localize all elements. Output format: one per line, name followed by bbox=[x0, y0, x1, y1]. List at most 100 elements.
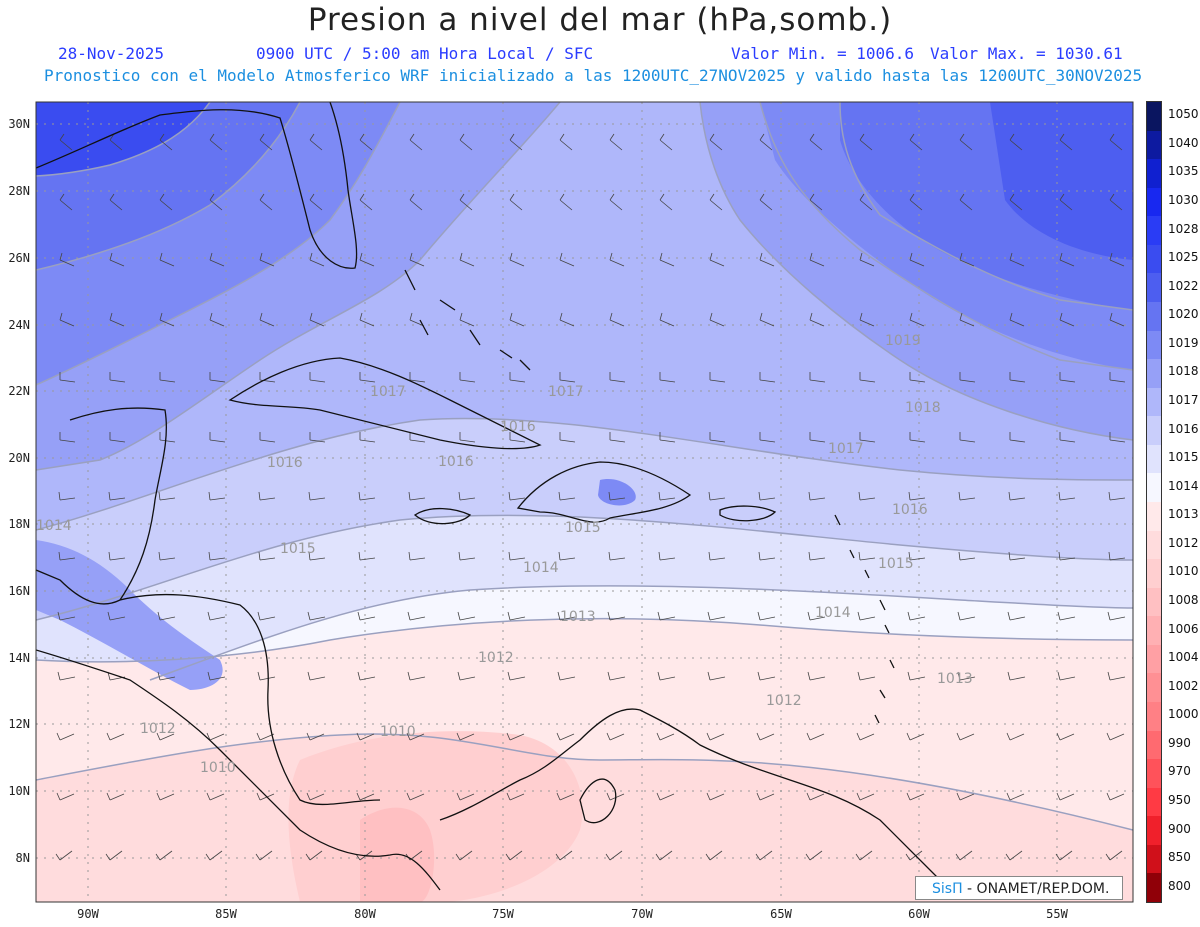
contour-labels: 1019 1018 1017 1017 1017 1016 1016 1016 … bbox=[36, 333, 973, 776]
color-bar-segment bbox=[1147, 302, 1161, 332]
color-bar-segment bbox=[1147, 787, 1161, 817]
contour-label: 1016 bbox=[892, 502, 928, 518]
graticule bbox=[36, 102, 1133, 902]
map-title: Presion a nivel del mar (hPa,somb.) bbox=[307, 2, 893, 38]
wind-barbs bbox=[55, 133, 1126, 861]
contour-label: 1019 bbox=[885, 333, 921, 349]
lon-label: 80W bbox=[354, 907, 376, 921]
color-bar-label: 800 bbox=[1168, 878, 1191, 893]
contour-label: 1013 bbox=[937, 671, 973, 687]
color-bar-segment bbox=[1147, 187, 1161, 217]
lon-label: 75W bbox=[492, 907, 514, 921]
coast-jamaica bbox=[413, 507, 472, 525]
color-bar-segment bbox=[1147, 702, 1161, 732]
color-bar-segment bbox=[1147, 730, 1161, 760]
color-bar-segment bbox=[1147, 444, 1161, 474]
lat-label: 10N bbox=[8, 784, 30, 798]
sispi-logo: SisΠ bbox=[932, 881, 963, 897]
coast-maracaibo bbox=[579, 778, 617, 824]
color-bar-segment bbox=[1147, 330, 1161, 360]
lat-label: 22N bbox=[8, 384, 30, 398]
color-bar-label: 1030 bbox=[1168, 193, 1199, 207]
color-bar-segment bbox=[1147, 816, 1161, 846]
contour-label: 1015 bbox=[565, 520, 601, 536]
lon-label: 85W bbox=[215, 907, 237, 921]
contour-label: 1013 bbox=[560, 609, 596, 625]
lat-label: 12N bbox=[8, 717, 30, 731]
color-bar-label: 970 bbox=[1168, 764, 1191, 779]
lat-label: 8N bbox=[16, 851, 30, 865]
min-value-label: Valor Min. = 1006.6 bbox=[731, 44, 915, 63]
color-bar-segment bbox=[1147, 159, 1161, 189]
color-bar-label: 1040 bbox=[1168, 135, 1199, 150]
lat-label: 28N bbox=[8, 184, 30, 198]
credit-box: SisΠ - ONAMET/REP.DOM. bbox=[915, 876, 1123, 900]
color-bar-label: 1008 bbox=[1168, 593, 1199, 607]
pressure-shading bbox=[36, 102, 1133, 902]
color-bar-label: 1004 bbox=[1168, 650, 1199, 665]
coast-cuba bbox=[228, 357, 542, 450]
color-bar-segment bbox=[1147, 616, 1161, 646]
color-bar-segment bbox=[1147, 502, 1161, 532]
contour-label: 1016 bbox=[438, 454, 474, 470]
color-bar-segment bbox=[1147, 759, 1161, 789]
color-bar-segment bbox=[1147, 473, 1161, 503]
lon-label: 70W bbox=[631, 907, 653, 921]
model-info-line: Pronostico con el Modelo Atmosferico WRF… bbox=[44, 66, 1143, 85]
color-bar-label: 950 bbox=[1168, 793, 1191, 807]
color-bar-label: 1013 bbox=[1168, 507, 1199, 522]
color-bar-label: 1015 bbox=[1168, 450, 1199, 465]
color-bar-label: 1050 bbox=[1168, 107, 1199, 122]
lat-label: 30N bbox=[8, 117, 30, 131]
color-bar-segment bbox=[1147, 644, 1161, 674]
color-bar-label: 900 bbox=[1168, 821, 1191, 836]
contour-label: 1012 bbox=[766, 693, 802, 709]
color-bar-label: 1028 bbox=[1168, 221, 1199, 236]
contour-label: 1014 bbox=[36, 518, 72, 534]
lat-label: 16N bbox=[8, 584, 30, 598]
color-bar-label: 1018 bbox=[1168, 364, 1199, 379]
color-bar-segment bbox=[1147, 873, 1161, 903]
isobars bbox=[36, 102, 1133, 831]
color-bar-segment bbox=[1147, 416, 1161, 446]
color-bar bbox=[1146, 101, 1162, 903]
color-bar-label: 1006 bbox=[1168, 621, 1199, 636]
longitude-axis: 90W 85W 80W 75W 70W 65W 60W 55W bbox=[77, 907, 1068, 921]
lon-label: 65W bbox=[770, 907, 792, 921]
coastlines bbox=[36, 102, 941, 891]
color-bar-label: 1020 bbox=[1168, 307, 1199, 322]
lat-label: 24N bbox=[8, 318, 30, 332]
color-bar-label: 1022 bbox=[1168, 278, 1199, 293]
contour-label: 1014 bbox=[815, 605, 851, 621]
contour-label: 1010 bbox=[380, 724, 416, 740]
color-bar-segment bbox=[1147, 387, 1161, 417]
lon-label: 90W bbox=[77, 907, 99, 921]
contour-label: 1017 bbox=[370, 384, 406, 400]
coast-bahamas bbox=[404, 269, 531, 371]
color-bar-label: 1010 bbox=[1168, 564, 1199, 579]
lat-label: 20N bbox=[8, 451, 30, 465]
coast-central-america bbox=[36, 649, 441, 891]
color-bar-label: 990 bbox=[1168, 735, 1191, 750]
lat-label: 26N bbox=[8, 251, 30, 265]
coast-yucatan bbox=[36, 407, 168, 605]
max-value-label: Valor Max. = 1030.61 bbox=[930, 44, 1123, 63]
lon-label: 55W bbox=[1046, 907, 1068, 921]
coast-puerto-rico bbox=[719, 505, 777, 522]
lon-label: 60W bbox=[908, 907, 930, 921]
forecast-time-info: 0900 UTC / 5:00 am Hora Local / SFC bbox=[256, 44, 594, 63]
color-bar-segment bbox=[1147, 273, 1161, 303]
color-bar-segment bbox=[1147, 673, 1161, 703]
color-bar-label: 1019 bbox=[1168, 335, 1199, 350]
coast-central-america-caribbean bbox=[119, 593, 381, 806]
color-bar-segment bbox=[1147, 359, 1161, 389]
contour-label: 1014 bbox=[523, 560, 559, 576]
map-frame bbox=[35, 101, 1134, 903]
color-bar-label: 1000 bbox=[1168, 707, 1199, 722]
contour-label: 1012 bbox=[140, 721, 176, 737]
lat-label: 18N bbox=[8, 517, 30, 531]
credit-text: - ONAMET/REP.DOM. bbox=[962, 881, 1110, 897]
coast-south-america bbox=[439, 708, 941, 881]
contour-label: 1010 bbox=[200, 760, 236, 776]
color-bar-segment bbox=[1147, 244, 1161, 274]
